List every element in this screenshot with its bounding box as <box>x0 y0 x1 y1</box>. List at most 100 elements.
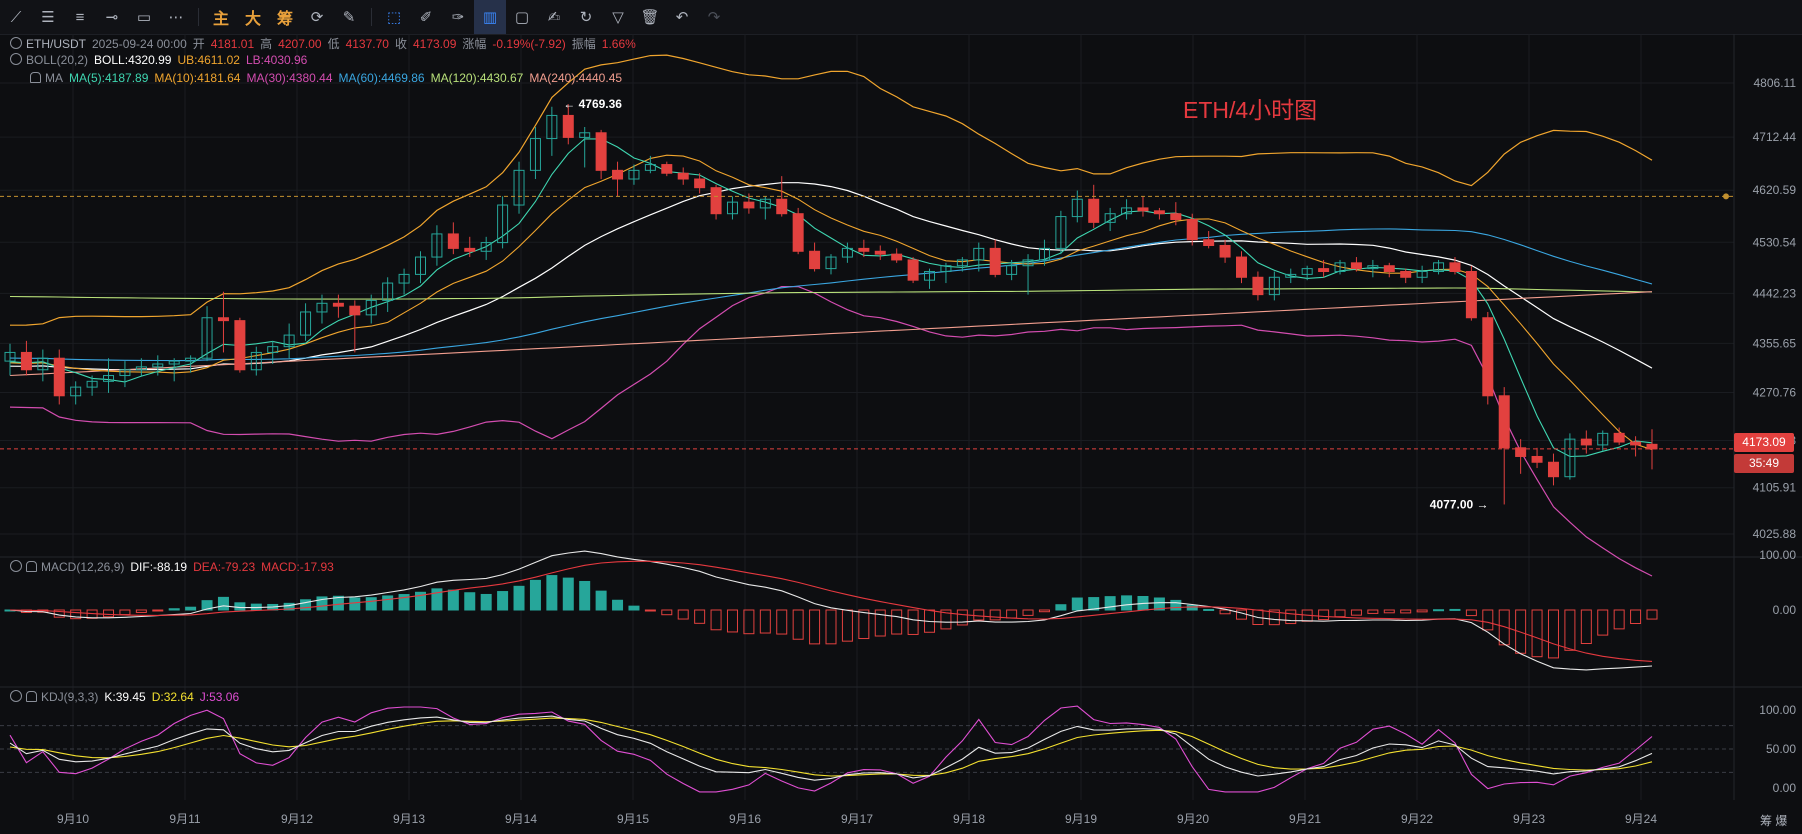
macd-histogram-bar <box>1580 609 1592 645</box>
eye-icon[interactable] <box>10 53 22 65</box>
toolbar-separator <box>198 8 199 26</box>
ruler-icon[interactable]: ✐ <box>419 9 433 26</box>
eye-icon[interactable] <box>10 690 22 702</box>
macd-histogram-bar <box>973 609 985 621</box>
y-tick-label: 4442.23 <box>1753 286 1797 300</box>
legend-item: MACD:-17.93 <box>261 560 334 574</box>
candle-body <box>300 311 312 336</box>
bell-icon[interactable] <box>26 561 37 572</box>
x-tick-label: 9月23 <box>1513 812 1545 826</box>
horizontal-lines-icon[interactable]: ☰ <box>41 9 55 26</box>
legend-item: KDJ(9,3,3) <box>41 690 99 704</box>
macd-histogram-bar <box>1104 596 1116 611</box>
ma120-line <box>9 287 1653 300</box>
chip-button[interactable]: 筹 <box>276 11 293 28</box>
candle-body <box>1646 443 1658 450</box>
macd-histogram-bar <box>792 609 804 640</box>
macd-histogram-bar <box>1449 608 1461 611</box>
candle-body <box>726 201 738 215</box>
more-icon[interactable]: ⋯ <box>168 9 184 26</box>
cross-line-icon[interactable]: ⊸ <box>105 9 119 26</box>
candle-body <box>924 271 936 281</box>
macd-histogram-bar <box>1318 609 1330 621</box>
y-tick-label: 4025.88 <box>1753 527 1797 541</box>
candle-body <box>86 380 98 388</box>
rectangle-icon[interactable]: ▭ <box>136 9 152 26</box>
macd-histogram-bar <box>579 580 591 611</box>
candle-body <box>792 213 804 252</box>
candle-body <box>809 250 821 270</box>
macd-histogram-bar <box>1383 609 1395 614</box>
macd-histogram-bar <box>1055 604 1067 611</box>
candles-icon[interactable]: ▥ <box>474 0 506 34</box>
bell-icon[interactable] <box>26 691 37 702</box>
candle-body <box>283 334 295 348</box>
candle-body <box>415 256 426 275</box>
macd-histogram-bar <box>940 609 952 630</box>
kdj-tick-label: 0.00 <box>1773 781 1797 795</box>
candlestick-chart[interactable]: 4806.11 4712.44 4620.59 4530.54 4442.23 4355.… <box>0 34 1802 834</box>
macd-histogram-bar <box>1285 609 1297 625</box>
macd-histogram-bar <box>365 597 377 611</box>
x-tick-label: 9月11 <box>169 812 200 826</box>
candle-body <box>1022 259 1034 267</box>
macd-histogram-bar <box>1203 608 1215 611</box>
parallel-lines-icon[interactable]: ≡ <box>75 8 85 26</box>
eye-icon[interactable] <box>10 37 22 49</box>
candle-body <box>628 169 640 180</box>
legend-item: 4181.01 <box>210 37 255 51</box>
x-tick-label: 9月22 <box>1401 812 1433 826</box>
eye-icon[interactable] <box>10 560 22 572</box>
macd-histogram-bar <box>1170 599 1182 611</box>
macd-histogram-bar <box>1186 604 1198 611</box>
ma5-line <box>9 138 1653 458</box>
candle-body <box>973 247 985 261</box>
candle-body <box>1547 461 1559 478</box>
macd-histogram-bar <box>415 591 426 611</box>
macd-histogram-bar <box>1071 597 1083 611</box>
candle-body <box>1170 213 1182 220</box>
macd-histogram-bar <box>743 609 755 635</box>
redo-icon[interactable]: ↷ <box>707 9 721 26</box>
right-side-text[interactable]: 筹 爆 <box>1760 814 1788 828</box>
filter-icon[interactable]: ▽ <box>612 9 624 26</box>
cursor-icon[interactable]: ⬚ <box>386 9 402 26</box>
brush-icon[interactable]: ✎ <box>342 9 356 26</box>
candle-body <box>1121 207 1133 215</box>
candle-body <box>20 351 32 371</box>
x-tick-label: 9月18 <box>953 812 985 826</box>
x-tick-label: 9月24 <box>1625 812 1657 826</box>
legend-item: J:53.06 <box>199 690 240 704</box>
candle-body <box>349 305 361 316</box>
pen-icon[interactable]: ✑ <box>451 9 465 26</box>
main-indicator-button[interactable]: 主 <box>212 11 229 28</box>
candle-body <box>579 132 591 138</box>
macd-histogram-bar <box>661 609 673 616</box>
candle-body <box>1433 262 1445 273</box>
macd-histogram-bar <box>1038 609 1050 613</box>
clipboard-icon[interactable]: ▢ <box>514 9 530 26</box>
edit-icon[interactable]: ✍ <box>547 9 561 26</box>
candle-body <box>1498 395 1510 449</box>
x-tick-label: 9月20 <box>1177 812 1209 826</box>
candle-body <box>152 363 164 368</box>
magnet-icon[interactable]: ↻ <box>579 9 593 26</box>
legend-row-ma: MA MA(5):4187.89 MA(10):4181.64 MA(30):4380… <box>30 71 634 85</box>
macd-histogram-bar <box>1646 609 1658 620</box>
candle-body <box>1038 247 1050 261</box>
boll-lower-line <box>9 286 1653 577</box>
macd-histogram-bar <box>776 609 788 635</box>
bell-icon[interactable] <box>30 72 41 83</box>
legend-item: 4207.00 <box>278 37 322 51</box>
gauge-icon[interactable]: ⟳ <box>310 9 324 26</box>
big-button[interactable]: 大 <box>244 11 261 28</box>
candle-body <box>464 247 476 252</box>
legend-item: 高 <box>260 37 273 51</box>
macd-histogram-bar <box>70 609 82 620</box>
undo-icon[interactable]: ↶ <box>675 9 689 26</box>
candle-body <box>103 375 115 382</box>
trend-line-icon[interactable]: ⟋ <box>10 8 22 26</box>
trash-icon[interactable]: 🗑 <box>640 9 660 26</box>
macd-histogram-bar <box>841 609 853 642</box>
x-tick-label: 9月14 <box>505 812 537 826</box>
